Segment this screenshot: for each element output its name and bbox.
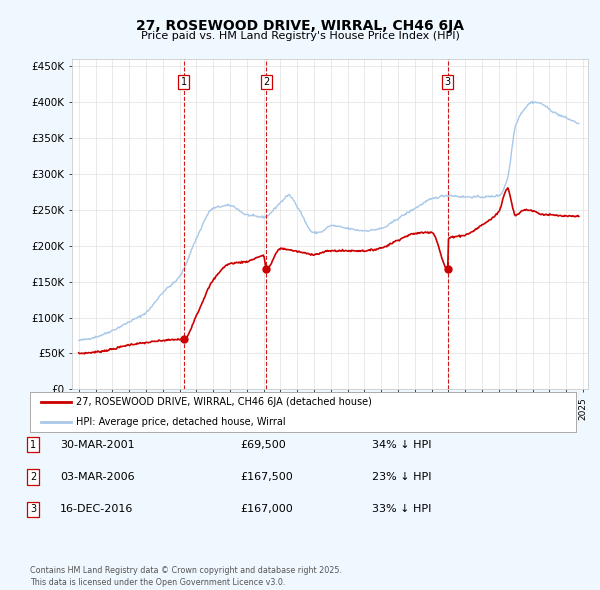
Text: 27, ROSEWOOD DRIVE, WIRRAL, CH46 6JA: 27, ROSEWOOD DRIVE, WIRRAL, CH46 6JA <box>136 19 464 33</box>
Text: 1: 1 <box>181 77 187 87</box>
Text: 27, ROSEWOOD DRIVE, WIRRAL, CH46 6JA (detached house): 27, ROSEWOOD DRIVE, WIRRAL, CH46 6JA (de… <box>76 397 372 407</box>
Text: 3: 3 <box>30 504 36 514</box>
Text: Contains HM Land Registry data © Crown copyright and database right 2025.
This d: Contains HM Land Registry data © Crown c… <box>30 566 342 587</box>
Text: 2: 2 <box>30 472 36 482</box>
Text: 23% ↓ HPI: 23% ↓ HPI <box>372 472 431 482</box>
Text: 30-MAR-2001: 30-MAR-2001 <box>60 440 134 450</box>
Text: 03-MAR-2006: 03-MAR-2006 <box>60 472 134 482</box>
Text: Price paid vs. HM Land Registry's House Price Index (HPI): Price paid vs. HM Land Registry's House … <box>140 31 460 41</box>
Text: £167,000: £167,000 <box>240 504 293 514</box>
Text: 1: 1 <box>30 440 36 450</box>
Text: £69,500: £69,500 <box>240 440 286 450</box>
Text: 3: 3 <box>445 77 451 87</box>
Text: 2: 2 <box>263 77 269 87</box>
Text: 34% ↓ HPI: 34% ↓ HPI <box>372 440 431 450</box>
Text: 33% ↓ HPI: 33% ↓ HPI <box>372 504 431 514</box>
Text: £167,500: £167,500 <box>240 472 293 482</box>
Text: 16-DEC-2016: 16-DEC-2016 <box>60 504 133 514</box>
Text: HPI: Average price, detached house, Wirral: HPI: Average price, detached house, Wirr… <box>76 417 286 427</box>
